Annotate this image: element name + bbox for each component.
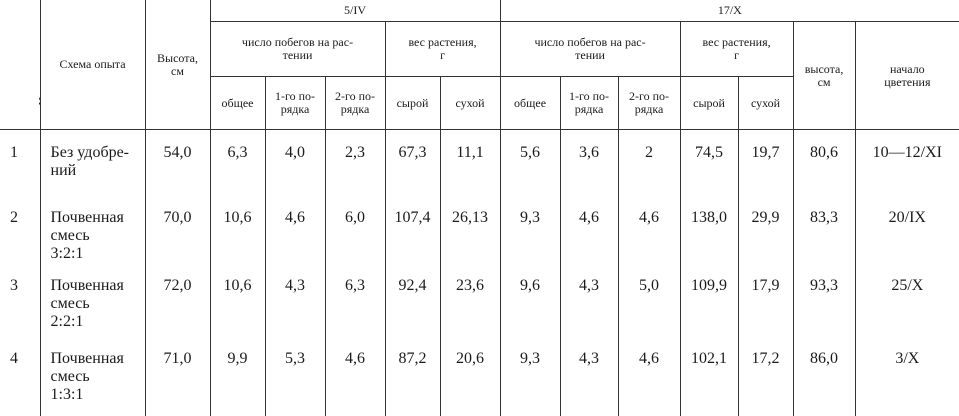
variant-cell: 1 <box>10 144 18 161</box>
height-header: высота, см <box>792 21 856 130</box>
weight-header: вес растения, г <box>384 21 501 77</box>
value-cell: 3/X <box>854 336 959 416</box>
value-cell: 102,1 <box>679 336 739 416</box>
value-cell: 4,3 <box>264 263 325 336</box>
value-cell: 29,9 <box>737 195 794 263</box>
flowering-header: начало цветения <box>854 21 959 130</box>
subheader: сухой <box>439 76 501 130</box>
value-cell: 74,5 <box>679 129 739 195</box>
value-cell: 11,1 <box>439 129 501 195</box>
value-cell: 4,3 <box>559 263 619 336</box>
value-cell: 25/X <box>854 263 959 336</box>
value-cell: 5,6 <box>499 129 561 195</box>
value-cell: 4,6 <box>264 195 325 263</box>
value-cell: 23,6 <box>439 263 501 336</box>
value-cell: 10,6 <box>209 263 265 336</box>
value-cell: 9,9 <box>209 336 265 416</box>
value-cell: 86,0 <box>792 336 856 416</box>
value-cell: 4,6 <box>559 195 619 263</box>
date-header: 17/X <box>499 0 959 22</box>
subheader: общее <box>499 76 561 130</box>
value-cell: 17,2 <box>737 336 794 416</box>
value-cell: 2 <box>617 129 681 195</box>
value-cell: 70,0 <box>144 195 210 263</box>
value-cell: 92,4 <box>384 263 440 336</box>
variant-header: Номер варианта <box>0 0 40 130</box>
value-cell: 5,0 <box>617 263 681 336</box>
subheader: сырой <box>384 76 440 130</box>
value-cell: 10,6 <box>209 195 265 263</box>
value-cell: 4,0 <box>264 129 325 195</box>
shoots-header: число побегов на рас- тении <box>209 21 385 77</box>
value-cell: 4,6 <box>324 336 385 416</box>
value-cell: 4,3 <box>559 336 619 416</box>
value-cell: 54,0 <box>144 129 210 195</box>
height-header: Высота, см <box>144 0 210 130</box>
value-cell: 17,9 <box>737 263 794 336</box>
value-cell: 3,6 <box>559 129 619 195</box>
table-row: 3 Почвенная смесь 2:2:1 72,0 10,6 4,3 6,3 92,4… <box>0 263 959 336</box>
value-cell: 4,6 <box>617 195 681 263</box>
variant-cell: 2 <box>10 209 18 226</box>
value-cell: 67,3 <box>384 129 440 195</box>
value-cell: 5,3 <box>264 336 325 416</box>
subheader: 2-го по- рядка <box>324 76 385 130</box>
value-cell: 20/IX <box>854 195 959 263</box>
value-cell: 6,3 <box>209 129 265 195</box>
table-row: 1 Без удобре- ний 54,0 6,3 4,0 2,3 67,3 11,1 5,6… <box>0 129 959 195</box>
value-cell: 80,6 <box>792 129 856 195</box>
scheme-cell: Почвенная смесь 2:2:1 <box>39 263 145 336</box>
value-cell: 72,0 <box>144 263 210 336</box>
value-cell: 107,4 <box>384 195 440 263</box>
value-cell: 10—12/XI <box>854 129 959 195</box>
variant-cell: 3 <box>10 277 18 294</box>
value-cell: 19,7 <box>737 129 794 195</box>
table-row: 2 Почвенная смесь 3:2:1 70,0 10,6 4,6 6,0 107,… <box>0 195 959 263</box>
value-cell: 93,3 <box>792 263 856 336</box>
value-cell: 138,0 <box>679 195 739 263</box>
scheme-cell: Почвенная смесь 1:3:1 <box>39 336 145 416</box>
value-cell: 26,13 <box>439 195 501 263</box>
value-cell: 9,3 <box>499 336 561 416</box>
subheader: сухой <box>737 76 794 130</box>
scheme-cell: Без удобре- ний <box>39 129 145 195</box>
weight-header: вес растения, г <box>679 21 794 77</box>
value-cell: 4,6 <box>617 336 681 416</box>
value-cell: 2,3 <box>324 129 385 195</box>
date-header: 5/IV <box>209 0 501 22</box>
value-cell: 6,0 <box>324 195 385 263</box>
value-cell: 20,6 <box>439 336 501 416</box>
value-cell: 87,2 <box>384 336 440 416</box>
subheader: 2-го по- рядка <box>617 76 681 130</box>
shoots-header: число побегов на рас- тении <box>499 21 681 77</box>
subheader: сырой <box>679 76 739 130</box>
subheader: 1-го по- рядка <box>559 76 619 130</box>
variant-header-text: Номер варианта <box>35 23 40 106</box>
value-cell: 109,9 <box>679 263 739 336</box>
value-cell: 83,3 <box>792 195 856 263</box>
subheader: 1-го по- рядка <box>264 76 325 130</box>
table-row: 4 Почвенная смесь 1:3:1 71,0 9,9 5,3 4,6 87,2 2… <box>0 336 959 416</box>
scheme-header: Схема опыта <box>39 0 145 130</box>
value-cell: 9,3 <box>499 195 561 263</box>
scheme-cell: Почвенная смесь 3:2:1 <box>39 195 145 263</box>
subheader: общее <box>209 76 265 130</box>
value-cell: 6,3 <box>324 263 385 336</box>
value-cell: 9,6 <box>499 263 561 336</box>
variant-cell: 4 <box>10 350 18 367</box>
value-cell: 71,0 <box>144 336 210 416</box>
